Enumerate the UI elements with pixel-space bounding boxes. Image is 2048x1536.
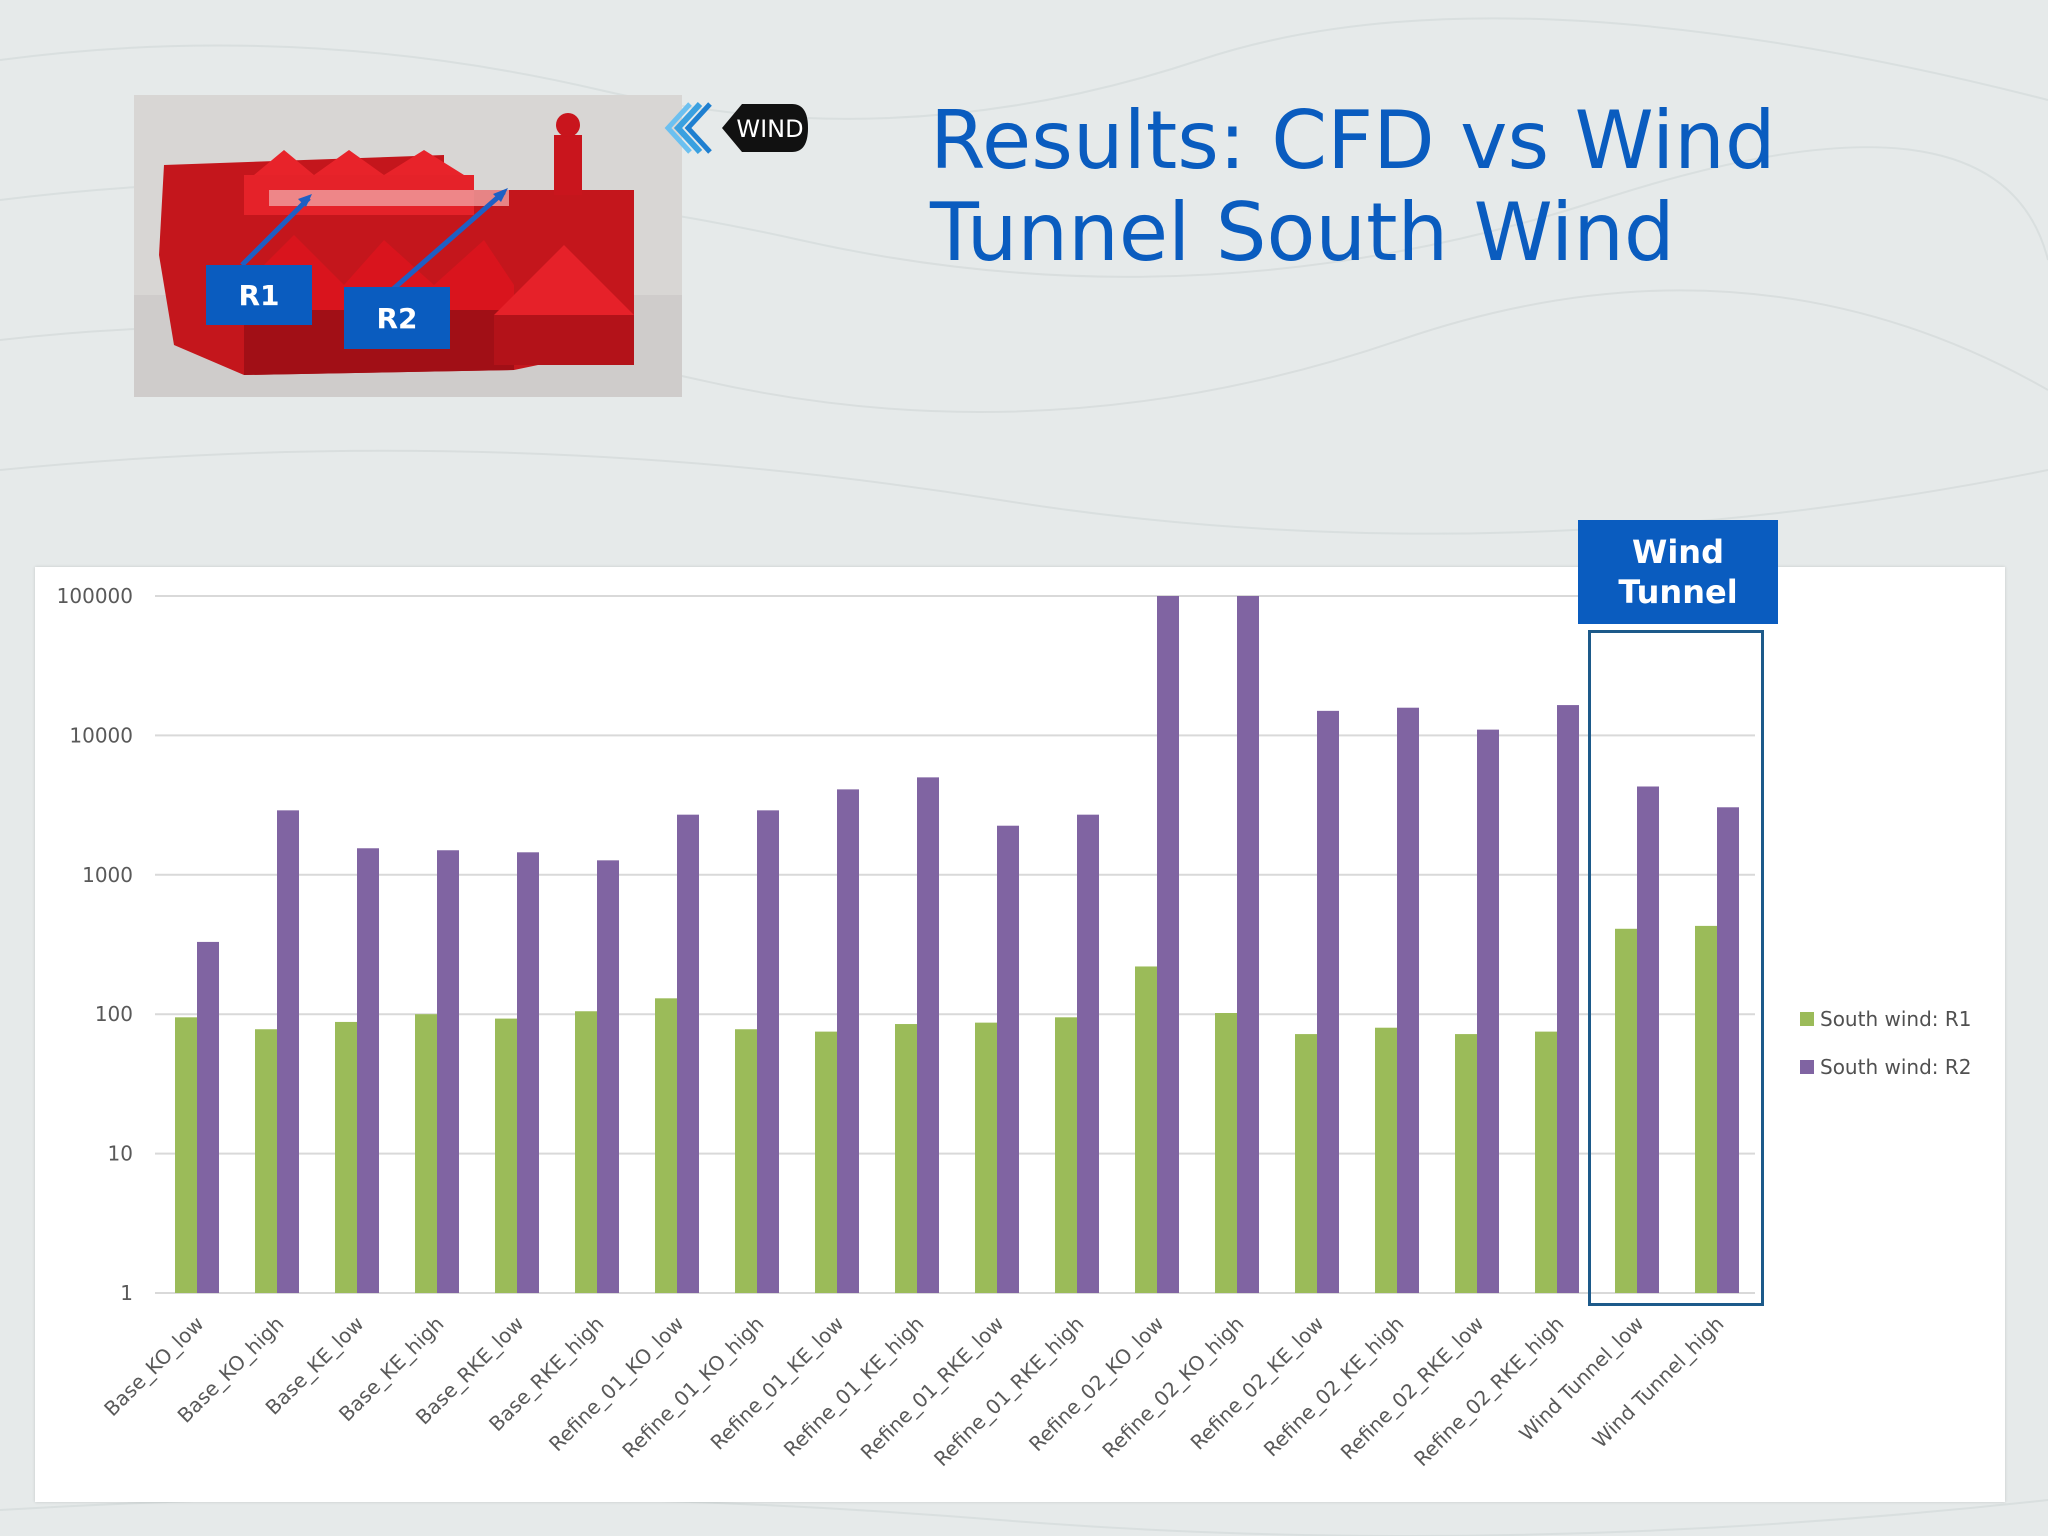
bar-r2 [437, 850, 459, 1293]
x-tick-label: Refine_01_KE_low [706, 1312, 849, 1455]
bar-r2 [677, 814, 699, 1293]
y-tick-label: 100 [95, 1002, 133, 1026]
y-tick-label: 1000 [82, 863, 133, 887]
bar-r2 [1557, 705, 1579, 1293]
r2-label: R2 [376, 302, 417, 335]
x-axis-ticks: Base_KO_lowBase_KO_highBase_KE_lowBase_K… [99, 1312, 1728, 1472]
bar-r1 [1455, 1034, 1477, 1293]
bar-r1 [655, 998, 677, 1293]
bar-r1 [1695, 925, 1717, 1293]
bar-r1 [1615, 928, 1637, 1293]
bar-r2 [1237, 596, 1259, 1293]
legend-label-r1: South wind: R1 [1820, 1007, 1972, 1031]
x-tick-label: Refine_01_RKE_low [856, 1312, 1009, 1465]
bar-r1 [495, 1018, 517, 1293]
legend-label-r2: South wind: R2 [1820, 1055, 1972, 1079]
legend-swatch-r1 [1800, 1012, 1814, 1026]
legend-swatch-r2 [1800, 1060, 1814, 1074]
wind-label: WIND [736, 115, 803, 143]
bar-r2 [277, 810, 299, 1293]
x-tick-label: Refine_02_KE_low [1186, 1312, 1329, 1455]
legend-item-r1: South wind: R1 [1800, 995, 1971, 1043]
bar-r2 [197, 941, 219, 1293]
bar-r2 [1717, 807, 1739, 1293]
bar-chart: 100000 10000 1000 100 10 1 Base_KO_lowBase_KO… [57, 584, 1755, 1472]
bar-r1 [815, 1031, 837, 1293]
page-title: Results: CFD vs Wind Tunnel South Wind [930, 94, 1776, 279]
building-model-photo: R1 R2 [134, 95, 682, 397]
x-tick-label: Refine_01_KO_low [544, 1312, 688, 1456]
x-tick-label: Refine_01_RKE_high [929, 1312, 1089, 1472]
bar-r2 [357, 848, 379, 1293]
x-tick-label: Refine_02_RKE_high [1409, 1312, 1569, 1472]
x-tick-label: Wind Tunnel_high [1588, 1312, 1729, 1453]
x-tick-label: Refine_02_KO_high [1097, 1312, 1248, 1463]
x-tick-label: Refine_02_RKE_low [1336, 1312, 1489, 1465]
bar-r2 [1397, 707, 1419, 1293]
gridlines [155, 595, 1755, 1294]
chart-panel: 100000 10000 1000 100 10 1 Base_KO_low Base_KO… [35, 567, 2005, 1502]
bar-r2 [517, 852, 539, 1293]
bar-r1 [415, 1014, 437, 1293]
bar-r2 [837, 789, 859, 1293]
legend-item-r2: South wind: R2 [1800, 1043, 1971, 1091]
bar-r1 [1295, 1034, 1317, 1293]
y-tick-label: 100000 [57, 584, 133, 608]
bar-r1 [335, 1021, 357, 1293]
bar-r2 [1317, 710, 1339, 1293]
y-tick-label: 10 [108, 1142, 133, 1166]
bar-r1 [575, 1011, 597, 1293]
bar-r2 [997, 825, 1019, 1293]
wind-tunnel-label: Wind Tunnel [1578, 520, 1778, 624]
bar-r2 [1077, 814, 1099, 1293]
r1-label: R1 [238, 279, 279, 312]
x-tick-label: Refine_01_KE_high [779, 1312, 929, 1462]
wind-tunnel-label-line2: Tunnel [1618, 573, 1738, 611]
bar-r1 [255, 1029, 277, 1293]
bar-r2 [757, 810, 779, 1293]
bar-r1 [1055, 1017, 1077, 1293]
y-axis-ticks: 100000 10000 1000 100 10 1 [57, 584, 133, 1305]
bar-r1 [1215, 1013, 1237, 1293]
bar-r1 [1535, 1031, 1557, 1293]
bar-r1 [1135, 966, 1157, 1293]
bar-r2 [597, 860, 619, 1293]
y-tick-label: 1 [120, 1281, 133, 1305]
x-tick-label: Refine_02_KO_low [1024, 1312, 1168, 1456]
bar-r1 [1375, 1027, 1397, 1293]
bars [175, 596, 1739, 1293]
bar-r2 [1157, 596, 1179, 1293]
bar-r1 [735, 1029, 757, 1293]
chart-legend: South wind: R1 South wind: R2 [1800, 995, 1971, 1091]
x-tick-label: Refine_01_KO_high [617, 1312, 768, 1463]
wind-tunnel-highlight-box [1588, 630, 1764, 1306]
wind-direction-badge: WIND [664, 101, 808, 155]
x-tick-label: Refine_02_KE_high [1259, 1312, 1409, 1462]
bar-r2 [1637, 786, 1659, 1293]
wind-tunnel-label-line1: Wind [1632, 533, 1724, 571]
y-tick-label: 10000 [69, 723, 133, 747]
bar-r1 [175, 1017, 197, 1293]
bar-r1 [895, 1024, 917, 1293]
bar-r2 [917, 777, 939, 1293]
bar-r2 [1477, 729, 1499, 1293]
bar-r1 [975, 1022, 997, 1293]
